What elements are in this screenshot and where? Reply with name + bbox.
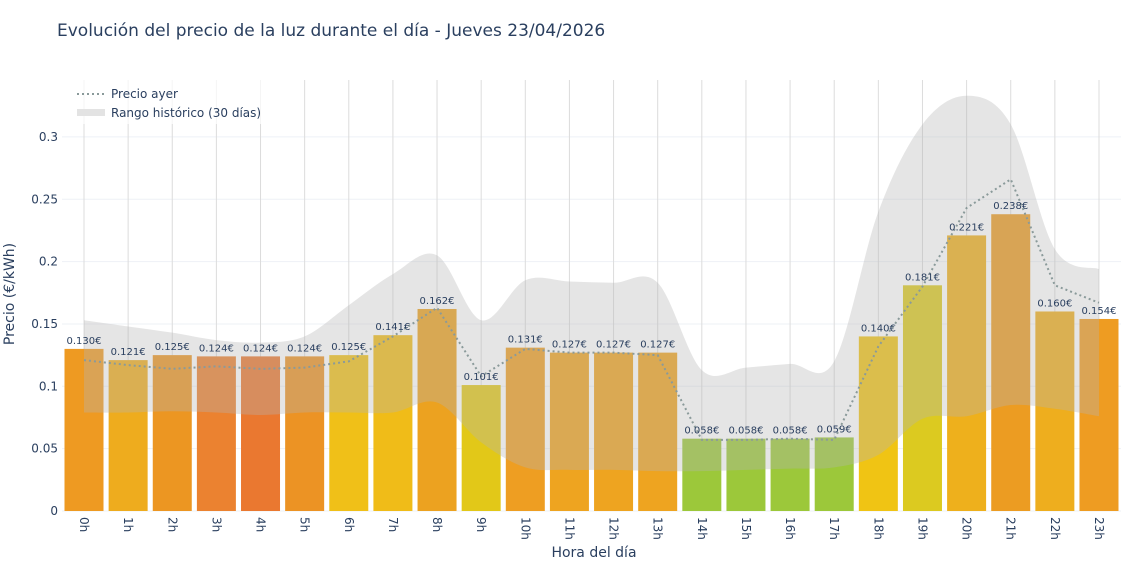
x-tick-label: 7h [386,517,400,532]
x-tick-label: 3h [209,517,223,532]
bar-18h [858,336,898,511]
bar-value-label: 0.121€ [111,347,146,358]
x-tick-label: 22h [1048,517,1062,540]
bar-1h [108,360,148,511]
legend: Precio ayer Rango histórico (30 días) [66,80,266,124]
bar-20h [947,235,987,511]
x-tick-label: 5h [298,517,312,532]
bar-value-label: 0.131€ [508,335,543,346]
bar-value-label: 0.160€ [1037,298,1072,309]
bar-13h [638,352,678,511]
y-tick-label: 0 [50,504,58,518]
legend-box [66,80,266,124]
legend-band-icon [77,109,105,116]
x-tick-label: 20h [960,517,974,540]
bar-value-label: 0.140€ [861,323,896,334]
x-tick-label: 2h [165,517,179,532]
bar-11h [549,352,589,511]
bar-9h [461,385,501,511]
bar-value-label: 0.162€ [420,296,455,307]
x-tick-label: 16h [783,517,797,540]
y-tick-label: 0.15 [31,317,58,331]
bar-value-label: 0.125€ [331,342,366,353]
bar-value-label: 0.101€ [464,372,499,383]
y-tick-label: 0.1 [39,379,58,393]
bar-value-label: 0.124€ [243,343,278,354]
x-tick-label: 6h [342,517,356,532]
bar-7h [373,335,413,511]
y-tick-label: 0.25 [31,192,58,206]
y-tick-label: 0.05 [31,442,58,456]
bar-value-label: 0.058€ [684,426,719,437]
x-tick-label: 12h [607,517,621,540]
bar-value-label: 0.127€ [596,340,631,351]
x-tick-label: 23h [1092,517,1106,540]
bar-0h [64,348,104,511]
historical-range-area [84,95,1099,472]
x-tick-label: 21h [1004,517,1018,540]
bar-8h [417,308,457,511]
x-tick-label: 17h [827,517,841,540]
yesterday-line [83,177,1100,441]
bar-2h [152,355,192,511]
bar-value-label: 0.058€ [728,426,763,437]
bar-value-label: 0.058€ [773,426,808,437]
axes: 0 0.05 0.1 0.15 0.2 0.25 0.3 0h 1h 2h 3h 4h 5h 6h 7h 8h… [31,130,1106,540]
y-axis-title: Precio (€/kWh) [2,243,18,345]
bar-14h [682,438,722,511]
x-tick-label: 19h [915,517,929,540]
x-tick-label: 10h [518,517,532,540]
bar-4h [241,356,281,511]
bar-labels: 0.130€ 0.121€ 0.125€ 0.124€ 0.124€ 0.124€ 0.12… [67,201,1117,436]
bar-15h [726,438,766,511]
x-axis-title: Hora del día [551,545,636,561]
bar-19h [902,285,942,511]
bar-value-label: 0.221€ [949,222,984,233]
bar-value-label: 0.141€ [375,322,410,333]
bar-value-label: 0.154€ [1081,306,1116,317]
x-tick-label: 4h [254,517,268,532]
bar-value-label: 0.127€ [640,340,675,351]
x-tick-label: 18h [871,517,885,540]
legend-yesterday[interactable]: Precio ayer [111,87,178,101]
chart-title: Evolución del precio de la luz durante e… [57,21,606,41]
y-tick-label: 0.2 [39,255,58,269]
bar-22h [1035,311,1075,511]
bar-6h [329,355,369,511]
bar-value-label: 0.130€ [67,336,102,347]
x-tick-label: 13h [651,517,665,540]
x-tick-label: 1h [121,517,135,532]
historical-range-band [84,95,1099,472]
bar-value-label: 0.181€ [905,272,940,283]
x-tick-label: 11h [562,517,576,540]
bar-value-label: 0.124€ [287,343,322,354]
yesterday-price-line [83,177,1100,441]
bar-23h [1079,318,1119,511]
x-tick-label: 8h [430,517,444,532]
bar-value-label: 0.238€ [993,201,1028,212]
bar-12h [594,352,634,511]
bar-value-label: 0.124€ [199,343,234,354]
bar-value-label: 0.127€ [552,340,587,351]
x-tick-label: 14h [695,517,709,540]
bar-3h [196,356,236,511]
x-tick-label: 0h [77,517,91,532]
bar-value-label: 0.125€ [155,342,190,353]
bar-10h [505,347,545,511]
bar-5h [285,356,325,511]
bar-16h [770,438,810,511]
x-tick-label: 15h [739,517,753,540]
bar-value-label: 0.059€ [817,424,852,435]
x-tick-label: 9h [474,517,488,532]
bar-17h [814,437,854,511]
bars [64,214,1119,512]
y-tick-label: 0.3 [39,130,58,144]
legend-historical[interactable]: Rango histórico (30 días) [111,106,261,120]
bar-21h [991,214,1031,512]
